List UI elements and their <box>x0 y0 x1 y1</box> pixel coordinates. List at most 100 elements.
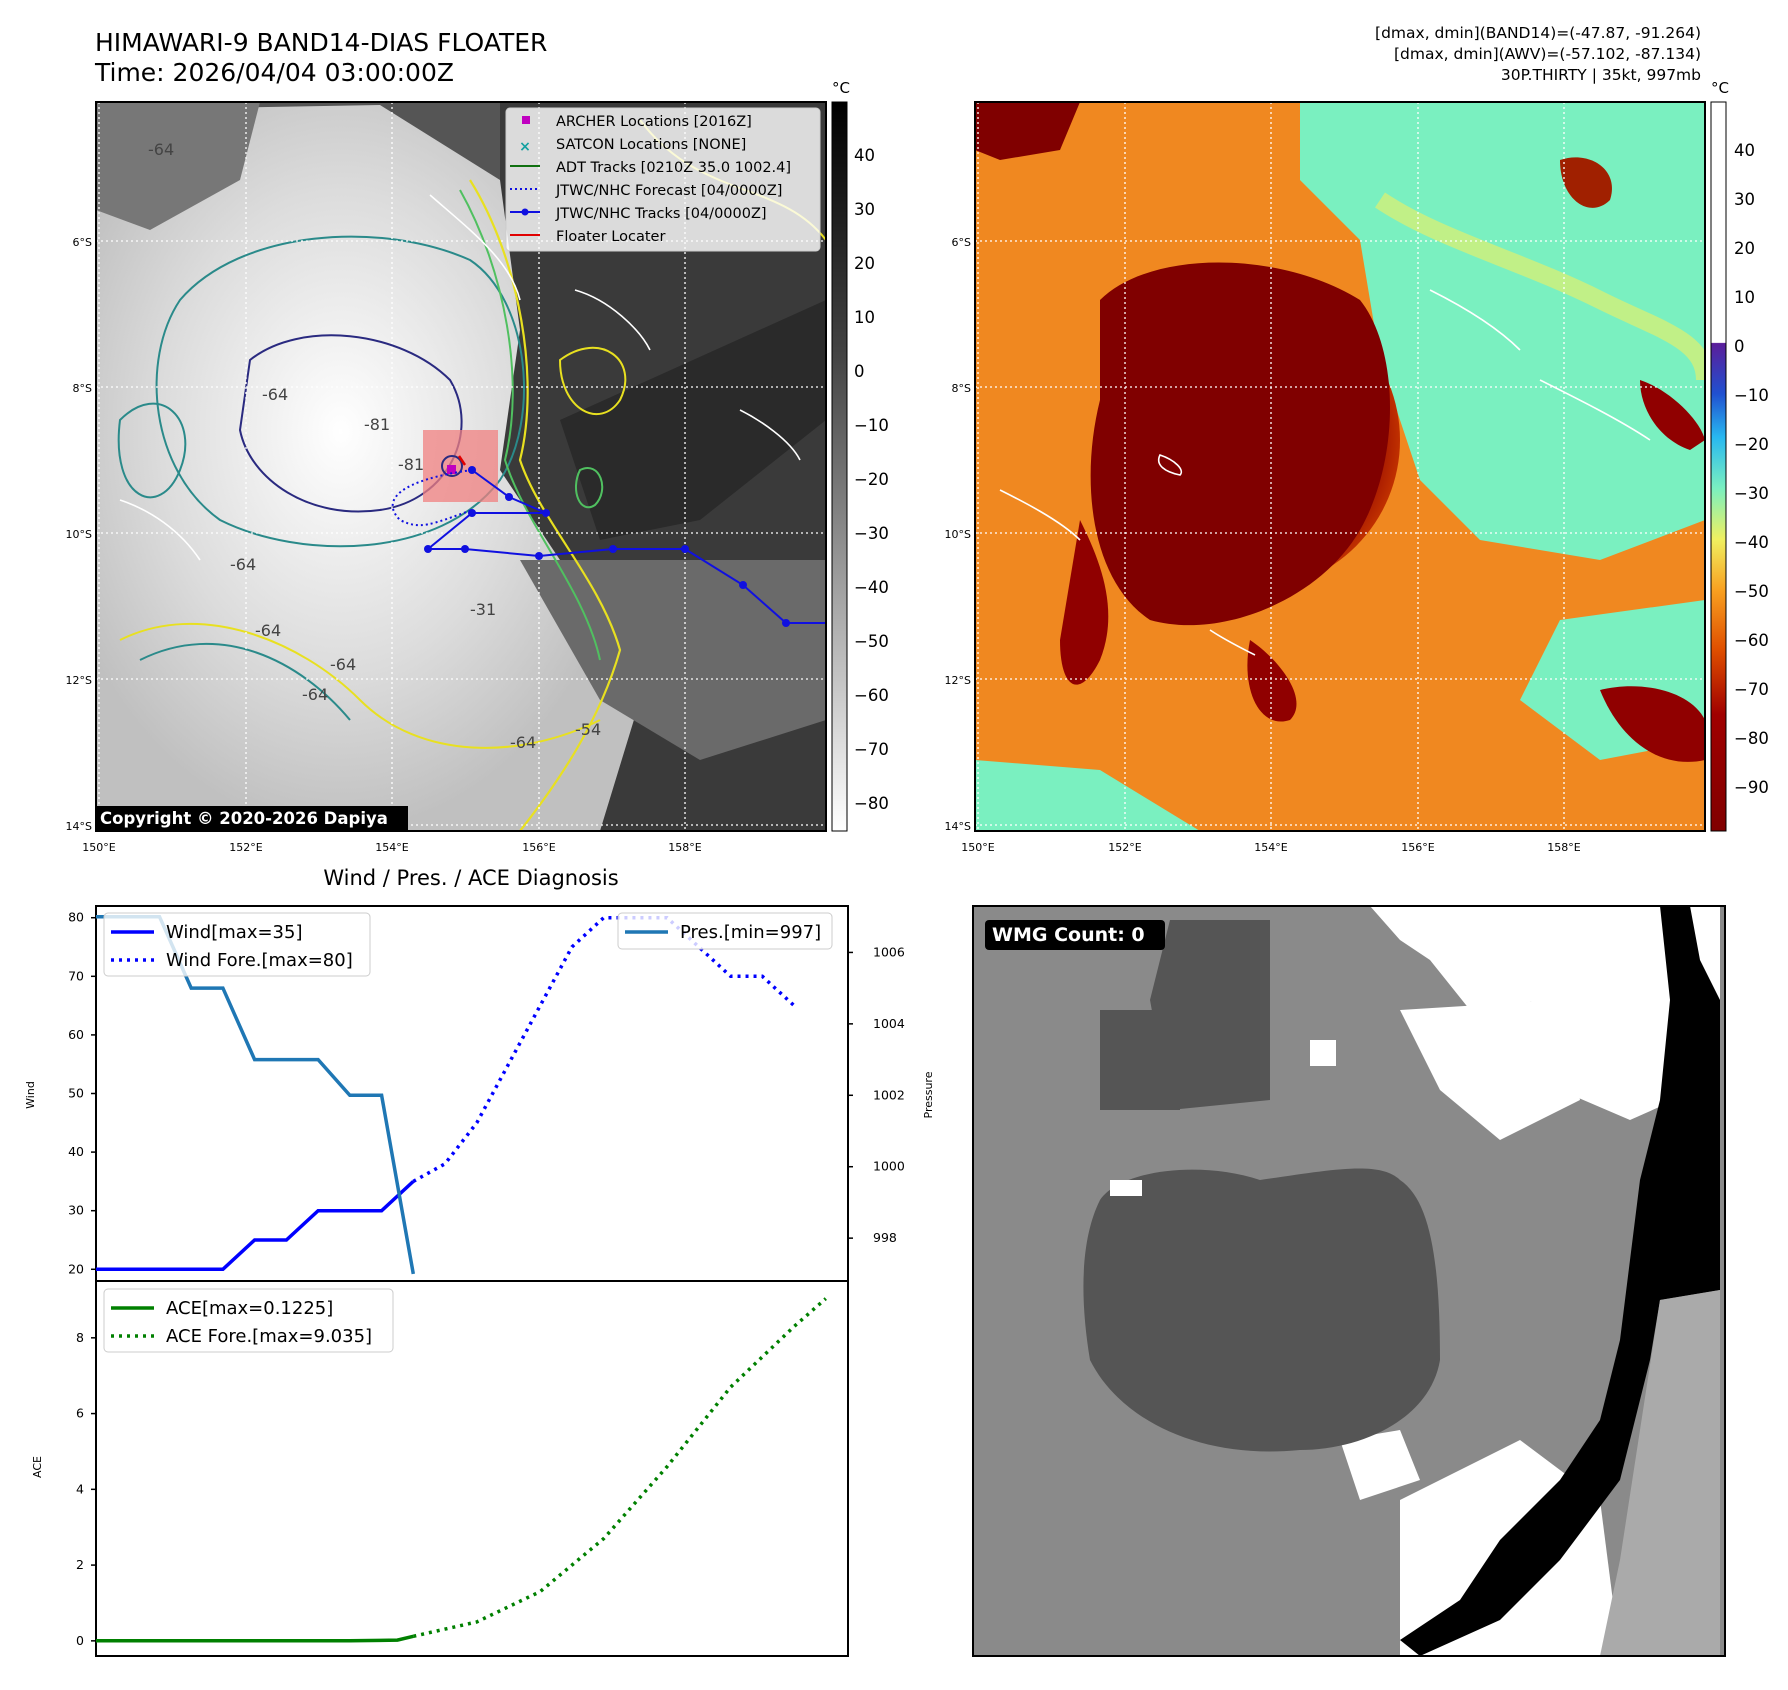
colorbar-tick: −10 <box>1734 386 1769 405</box>
wind-tick-label: 20 <box>68 1261 84 1276</box>
lon-tick: 152°E <box>1108 841 1141 854</box>
enhanced-band-3 <box>1600 686 1705 762</box>
jtwc-forecast-track <box>391 469 473 527</box>
colorbar-tick: −70 <box>854 740 889 759</box>
colorbar-tick: −30 <box>1734 484 1769 503</box>
legend-label: Floater Locater <box>556 229 665 245</box>
contour-label: -64 <box>230 555 256 574</box>
wind-yticks: 20 30 40 50 60 70 80 <box>68 910 96 1276</box>
ace-tick-label: 0 <box>76 1633 84 1648</box>
enhanced-map-frame <box>974 101 1706 832</box>
ir-upper-left-band <box>96 102 260 230</box>
ace-tick-label: 8 <box>76 1330 84 1345</box>
ace-series-line-0 <box>96 1634 414 1643</box>
storm-center-contour <box>441 455 463 477</box>
wmg-dark-3 <box>1083 1168 1440 1452</box>
pressure-tick-label: 998 <box>873 1230 897 1245</box>
info-storm: 30P.THIRTY | 35kt, 997mb <box>1501 66 1701 84</box>
series-line-0 <box>96 1180 415 1272</box>
ir-map-axis-labels: 6°S 8°S 10°S 12°S 14°S 150°E 152°E 154°E… <box>66 236 702 854</box>
colorbar-tick: −50 <box>1734 582 1769 601</box>
contour-yellow-1 <box>469 179 622 831</box>
ir-dry-slot <box>560 300 826 540</box>
contour-teal-3 <box>139 642 351 721</box>
lat-tick: 6°S <box>73 236 92 249</box>
legend-label: Wind Fore.[max=80] <box>166 950 353 971</box>
copyright-text: Copyright © 2020-2026 Dapiya <box>100 809 388 828</box>
diagnosis-title: Wind / Pres. / ACE Diagnosis <box>323 866 618 890</box>
info-awv: [dmax, dmin](AWV)=(-57.102, -87.134) <box>1394 45 1701 63</box>
wind-tick-label: 30 <box>68 1203 84 1218</box>
wmg-clear-5 <box>1340 1430 1420 1500</box>
colorbar-tick: −30 <box>854 524 889 543</box>
pressure-ylabel: Pressure <box>922 1071 935 1118</box>
lon-tick: 158°E <box>668 841 701 854</box>
plot-time: Time: 2026/04/04 03:00:00Z <box>94 58 454 87</box>
colorbar-tick: 40 <box>854 146 875 165</box>
wmg-count: WMG Count: 0 <box>992 924 1145 946</box>
info-band14: [dmax, dmin](BAND14)=(-47.87, -91.264) <box>1375 24 1701 42</box>
lon-tick: 152°E <box>229 841 262 854</box>
colorbar-tick: −70 <box>1734 680 1769 699</box>
enhanced-band-1 <box>1060 520 1109 685</box>
lon-tick: 158°E <box>1547 841 1580 854</box>
lat-tick: 8°S <box>73 382 92 395</box>
plot-title: HIMAWARI-9 BAND14-DIAS FLOATER <box>95 28 547 57</box>
contour-green-2 <box>575 467 604 509</box>
contour-yellow-3 <box>119 622 601 749</box>
coastline-2 <box>574 289 651 351</box>
colorbar-tick: 0 <box>854 362 865 381</box>
ace-yticks: 0 2 4 6 8 <box>76 1330 96 1648</box>
pressure-tick-label: 1004 <box>873 1016 905 1031</box>
wmg-dark-2 <box>1100 1010 1180 1110</box>
wind-tick-label: 80 <box>68 910 84 925</box>
colorbar-color-ticks: 40 30 20 10 0 −10 −20 −30 −40 −50 −60 −7… <box>1734 141 1769 797</box>
contour-label: -31 <box>470 600 496 619</box>
colorbar-tick: 30 <box>1734 190 1755 209</box>
legend-label: JTWC/NHC Forecast [04/0000Z] <box>555 183 782 199</box>
colorbar-color <box>1710 101 1727 832</box>
wmg-frame <box>972 905 1726 1657</box>
wmg-light-region <box>1600 1290 1720 1656</box>
lon-tick: 150°E <box>82 841 115 854</box>
colorbar-gray-ticks: 40 30 20 10 0 −10 −20 −30 −40 −50 −60 −7… <box>854 146 889 813</box>
contour-yellow-4 <box>558 346 627 416</box>
ir-lower-right-clouds <box>520 560 826 760</box>
wind-ylabel: Wind <box>24 1081 37 1109</box>
legend-archer-swatch <box>522 116 530 124</box>
wind-tick-label: 50 <box>68 1086 84 1101</box>
enhanced-map-axis-labels: 6°S 8°S 10°S 12°S 14°S 150°E 152°E 154°E… <box>945 236 1581 854</box>
pressure-tick-label: 1006 <box>873 944 905 959</box>
lat-tick: 12°S <box>66 674 92 687</box>
ir-map-frame <box>95 101 827 832</box>
ace-tick-label: 6 <box>76 1406 84 1421</box>
legend-label: Wind[max=35] <box>166 922 303 943</box>
wind-legend: Wind[max=35] Wind Fore.[max=80] <box>103 912 371 977</box>
enhanced-clear-region-3 <box>975 760 1200 831</box>
wmg-clear-cell <box>1310 1040 1336 1066</box>
colorbar-tick: −50 <box>854 632 889 651</box>
coastline-island <box>1158 454 1182 476</box>
pressure-tick-label: 1000 <box>873 1159 905 1174</box>
legend-label: ADT Tracks [0210Z 35.0 1002.4] <box>556 160 791 176</box>
lat-tick: 12°S <box>945 674 971 687</box>
coastline-1 <box>429 194 521 301</box>
colorbar-tick: −40 <box>1734 533 1769 552</box>
lon-tick: 150°E <box>961 841 994 854</box>
ir-cloud-shield <box>96 105 640 831</box>
contour-label: -54 <box>575 720 601 739</box>
enhanced-cell-1 <box>1560 157 1612 208</box>
pressure-tick-label: 1002 <box>873 1087 905 1102</box>
lon-tick: 156°E <box>1401 841 1434 854</box>
coastline-6 <box>1209 629 1256 656</box>
ace-ylabel: ACE <box>31 1456 44 1478</box>
contour-label: -64 <box>255 621 281 640</box>
colorbar-tick: 10 <box>1734 288 1755 307</box>
colorbar-tick: 20 <box>854 254 875 273</box>
enhanced-cell-2 <box>1640 380 1705 450</box>
enhanced-map-panel <box>975 102 1705 831</box>
jtwc-track <box>425 469 826 624</box>
enhanced-cdo <box>1090 262 1390 626</box>
lon-tick: 154°E <box>1254 841 1287 854</box>
map-legend: × ARCHER Locations [2016Z] SATCON Locati… <box>505 107 821 252</box>
